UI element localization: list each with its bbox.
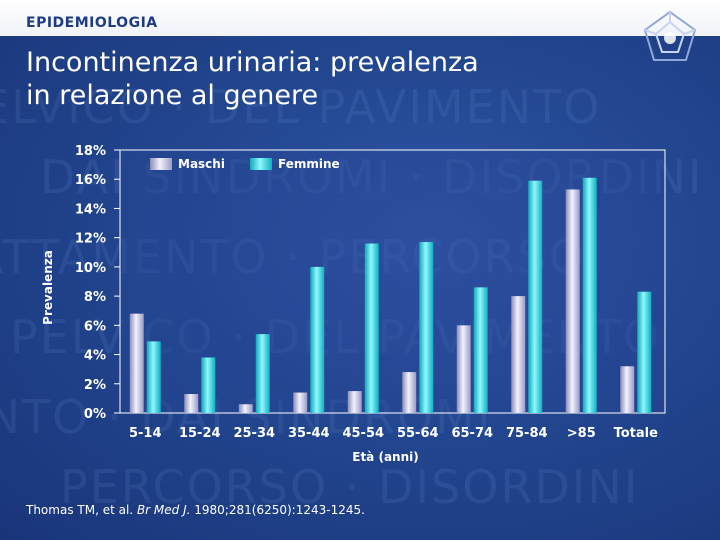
citation-journal: Br Med J. [136, 503, 191, 517]
bar-femmine-7 [528, 180, 543, 413]
x-tick-label: 15-24 [179, 426, 221, 441]
y-tick-label: 4% [84, 349, 106, 364]
legend-label-femmine: Femmine [278, 157, 340, 171]
x-tick-label: 45-54 [342, 426, 384, 441]
y-tick-label: 6% [84, 319, 106, 334]
x-tick-label: >85 [567, 426, 596, 441]
x-tick-label: 25-34 [233, 426, 275, 441]
bar-maschi-7 [511, 296, 526, 413]
bar-maschi-1 [184, 394, 199, 413]
bar-femmine-9 [637, 291, 652, 413]
title-line-1: Incontinenza urinaria: prevalenza [26, 47, 479, 78]
page-title: Incontinenza urinaria: prevalenza in rel… [26, 46, 586, 112]
section-label: EPIDEMIOLOGIA [26, 15, 158, 31]
y-tick-label: 2% [84, 378, 106, 393]
bar-maschi-9 [620, 366, 635, 413]
y-tick-label: 14% [75, 202, 106, 217]
citation-details: 1980;281(6250):1243-1245. [194, 503, 365, 517]
legend-swatch-femmine [250, 158, 272, 170]
y-tick-label: 10% [75, 261, 106, 276]
x-tick-label: 75-84 [506, 426, 548, 441]
logo-icon [643, 10, 697, 61]
y-axis-label: Prevalenza [41, 250, 55, 325]
bar-femmine-3 [310, 266, 325, 413]
bar-maschi-4 [347, 391, 362, 413]
y-tick-label: 12% [75, 232, 106, 247]
bar-maschi-2 [238, 404, 253, 413]
bar-femmine-1 [201, 357, 216, 413]
title-line-2: in relazione al genere [26, 80, 319, 111]
x-tick-label: 65-74 [451, 426, 493, 441]
bar-femmine-0 [146, 341, 161, 413]
bar-femmine-8 [582, 177, 597, 413]
citation-authors: Thomas TM, et al. [26, 503, 134, 517]
x-tick-label: 5-14 [129, 426, 162, 441]
bar-femmine-2 [255, 334, 270, 413]
bar-femmine-4 [364, 243, 379, 413]
x-axis-label: Età (anni) [352, 450, 418, 464]
bar-maschi-6 [456, 325, 471, 413]
y-tick-label: 0% [84, 407, 106, 422]
x-tick-label: Totale [614, 426, 659, 441]
bar-maschi-5 [402, 372, 417, 413]
legend-swatch-maschi [150, 158, 172, 170]
citation: Thomas TM, et al. Br Med J. 1980;281(625… [26, 503, 365, 517]
bar-maschi-8 [565, 189, 580, 413]
y-tick-label: 8% [84, 290, 106, 305]
bar-maschi-3 [293, 392, 308, 413]
x-tick-label: 55-64 [397, 426, 439, 441]
top-bar [0, 0, 720, 36]
x-tick-label: 35-44 [288, 426, 330, 441]
bar-femmine-6 [473, 287, 488, 413]
bar-maschi-0 [129, 313, 144, 413]
legend-label-maschi: Maschi [178, 157, 225, 171]
y-tick-label: 18% [75, 144, 106, 159]
bar-femmine-5 [419, 242, 434, 413]
y-tick-label: 16% [75, 173, 106, 188]
